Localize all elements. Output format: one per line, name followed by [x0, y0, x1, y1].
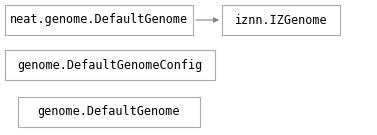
Text: neat.genome.DefaultGenome: neat.genome.DefaultGenome	[10, 14, 188, 26]
Text: genome.DefaultGenome: genome.DefaultGenome	[38, 105, 180, 119]
FancyBboxPatch shape	[5, 5, 193, 35]
FancyBboxPatch shape	[5, 50, 215, 80]
FancyBboxPatch shape	[222, 5, 340, 35]
FancyBboxPatch shape	[18, 97, 200, 127]
Text: genome.DefaultGenomeConfig: genome.DefaultGenomeConfig	[17, 58, 202, 72]
Text: iznn.IZGenome: iznn.IZGenome	[235, 14, 327, 26]
